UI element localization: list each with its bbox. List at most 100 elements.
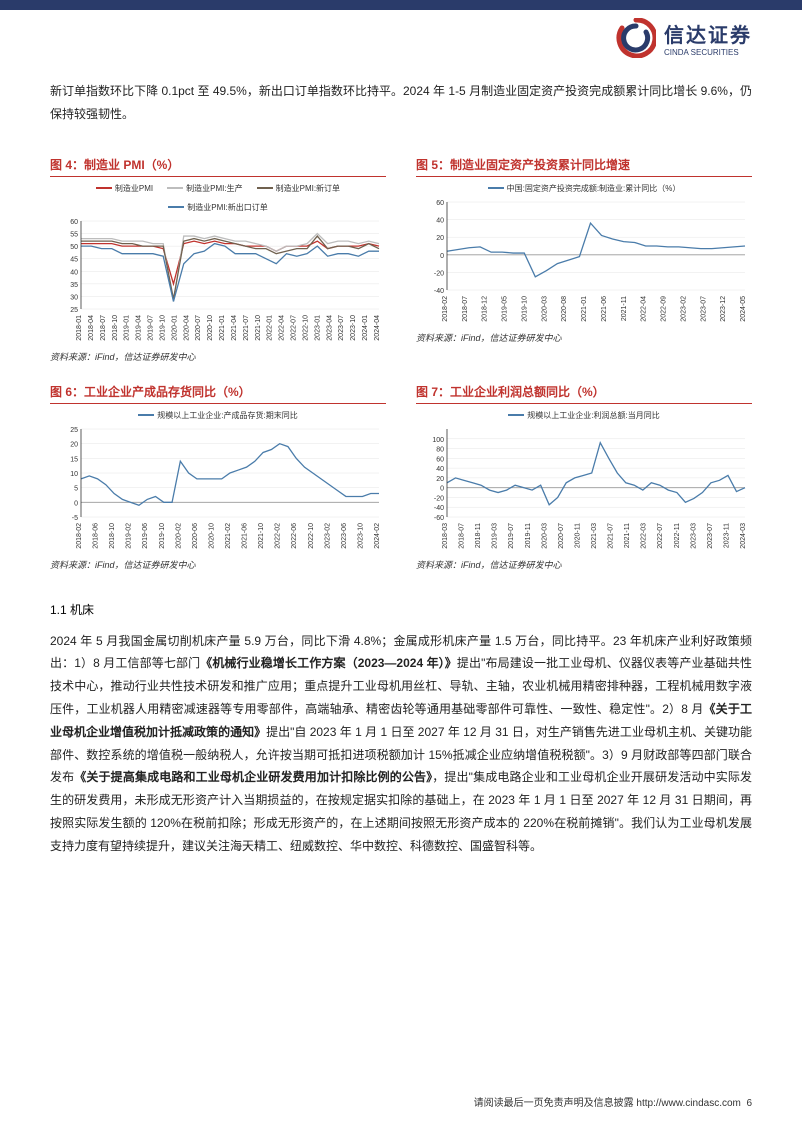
chart-6-title: 图 6：工业企业产成品存货同比（%）: [50, 383, 386, 404]
svg-text:2020-06: 2020-06: [192, 523, 199, 549]
svg-text:35: 35: [70, 281, 78, 288]
svg-text:-40: -40: [434, 505, 444, 512]
svg-text:2021-01: 2021-01: [581, 296, 588, 322]
intro-paragraph: 新订单指数环比下降 0.1pct 至 49.5%，新出口订单指数环比持平。202…: [50, 80, 752, 126]
svg-text:2022-03: 2022-03: [641, 523, 648, 549]
svg-text:2019-05: 2019-05: [502, 296, 509, 322]
svg-text:10: 10: [70, 471, 78, 478]
footer-text: 请阅读最后一页免责声明及信息披露 http://www.cindasc.com: [474, 1098, 741, 1109]
svg-text:2023-03: 2023-03: [690, 523, 697, 549]
chart-4-svg: 25303540455055602018-012018-042018-07201…: [50, 217, 386, 347]
svg-text:2020-10: 2020-10: [208, 523, 215, 549]
svg-text:2019-01: 2019-01: [124, 315, 131, 341]
svg-text:40: 40: [436, 217, 444, 224]
chart-4-title: 图 4：制造业 PMI（%）: [50, 156, 386, 177]
svg-text:2024-05: 2024-05: [740, 296, 747, 322]
svg-text:2023-10: 2023-10: [357, 523, 364, 549]
svg-text:2019-07: 2019-07: [148, 315, 155, 341]
chart-5-legend: 中国:固定资产投资完成额:制造业:累计同比（%）: [416, 183, 752, 194]
legend-swatch: [96, 187, 112, 189]
svg-text:2022-10: 2022-10: [308, 523, 315, 549]
legend-swatch: [168, 206, 184, 208]
svg-text:55: 55: [70, 231, 78, 238]
svg-text:50: 50: [70, 244, 78, 251]
svg-text:2019-07: 2019-07: [508, 523, 515, 549]
logo-cn: 信达证券: [664, 19, 752, 48]
svg-text:2018-04: 2018-04: [88, 315, 95, 341]
section-body: 2024 年 5 月我国金属切削机床产量 5.9 万台，同比下滑 4.8%；金属…: [50, 630, 752, 858]
svg-text:-5: -5: [72, 515, 78, 522]
svg-text:60: 60: [436, 200, 444, 207]
svg-text:40: 40: [436, 466, 444, 473]
svg-text:2021-11: 2021-11: [624, 522, 631, 547]
svg-text:2020-02: 2020-02: [175, 523, 182, 549]
svg-text:2018-12: 2018-12: [482, 296, 489, 322]
svg-text:20: 20: [436, 475, 444, 482]
svg-text:45: 45: [70, 256, 78, 263]
svg-text:2020-04: 2020-04: [183, 315, 190, 341]
svg-text:2019-04: 2019-04: [136, 315, 143, 341]
svg-text:2024-03: 2024-03: [740, 523, 747, 549]
svg-text:2023-02: 2023-02: [680, 296, 687, 322]
svg-text:2021-11: 2021-11: [621, 295, 628, 320]
svg-text:2018-06: 2018-06: [93, 523, 100, 549]
svg-text:5: 5: [74, 485, 78, 492]
svg-text:2022-02: 2022-02: [275, 523, 282, 549]
svg-text:2021-06: 2021-06: [601, 296, 608, 322]
svg-text:2023-10: 2023-10: [350, 315, 357, 341]
legend-swatch: [138, 414, 154, 416]
svg-text:2018-07: 2018-07: [462, 296, 469, 322]
svg-text:40: 40: [70, 269, 78, 276]
svg-text:25: 25: [70, 427, 78, 434]
svg-text:2022-07: 2022-07: [657, 523, 664, 549]
svg-text:2020-03: 2020-03: [541, 296, 548, 322]
svg-text:2019-02: 2019-02: [126, 523, 133, 549]
legend-item: 规模以上工业企业:利润总额:当月同比: [508, 410, 659, 421]
svg-text:2024-01: 2024-01: [362, 315, 369, 341]
svg-text:2018-02: 2018-02: [76, 523, 83, 549]
chart-5: 图 5：制造业固定资产投资累计同比增速 中国:固定资产投资完成额:制造业:累计同…: [416, 156, 752, 363]
svg-text:2023-12: 2023-12: [720, 296, 727, 322]
svg-text:2023-07: 2023-07: [700, 296, 707, 322]
legend-swatch: [167, 187, 183, 189]
svg-text:2022-04: 2022-04: [641, 296, 648, 322]
chart-4-source: 资料来源：iFind，信达证券研发中心: [50, 350, 386, 363]
svg-text:0: 0: [74, 500, 78, 507]
legend-item: 制造业PMI: [96, 183, 153, 194]
legend-label: 中国:固定资产投资完成额:制造业:累计同比（%）: [507, 183, 681, 194]
svg-text:2022-07: 2022-07: [291, 315, 298, 341]
svg-text:2022-04: 2022-04: [279, 315, 286, 341]
svg-text:2021-01: 2021-01: [219, 315, 226, 341]
legend-label: 制造业PMI:生产: [186, 183, 242, 194]
svg-text:2019-10: 2019-10: [521, 296, 528, 322]
svg-text:2019-10: 2019-10: [159, 315, 166, 341]
chart-5-title: 图 5：制造业固定资产投资累计同比增速: [416, 156, 752, 177]
svg-text:2022-10: 2022-10: [302, 315, 309, 341]
policy-title-bold: 《机械行业稳增长工作方案（2023—2024 年）》: [200, 656, 457, 670]
svg-text:2019-03: 2019-03: [492, 523, 499, 549]
chart-6-legend: 规模以上工业企业:产成品存货:期末同比: [50, 410, 386, 421]
section-heading: 1.1 机床: [50, 601, 752, 618]
logo-en: CINDA SECURITIES: [664, 48, 752, 57]
logo-swirl-icon: [616, 18, 656, 58]
legend-label: 制造业PMI: [115, 183, 153, 194]
svg-text:2021-06: 2021-06: [242, 523, 249, 549]
svg-text:0: 0: [440, 485, 444, 492]
svg-text:2022-09: 2022-09: [661, 296, 668, 322]
svg-text:2020-10: 2020-10: [207, 315, 214, 341]
legend-swatch: [257, 187, 273, 189]
svg-text:20: 20: [70, 441, 78, 448]
logo: 信达证券 CINDA SECURITIES: [616, 18, 752, 58]
svg-text:2018-03: 2018-03: [442, 523, 449, 549]
svg-text:30: 30: [70, 294, 78, 301]
svg-text:2018-01: 2018-01: [76, 315, 83, 341]
svg-text:2020-11: 2020-11: [574, 522, 581, 547]
svg-text:2018-11: 2018-11: [475, 522, 482, 547]
svg-text:2023-11: 2023-11: [723, 522, 730, 547]
svg-text:80: 80: [436, 446, 444, 453]
svg-text:2019-11: 2019-11: [525, 522, 532, 547]
svg-text:2018-07: 2018-07: [100, 315, 107, 341]
svg-text:2021-10: 2021-10: [255, 315, 262, 341]
svg-text:-60: -60: [434, 515, 444, 522]
svg-text:2024-02: 2024-02: [374, 523, 381, 549]
